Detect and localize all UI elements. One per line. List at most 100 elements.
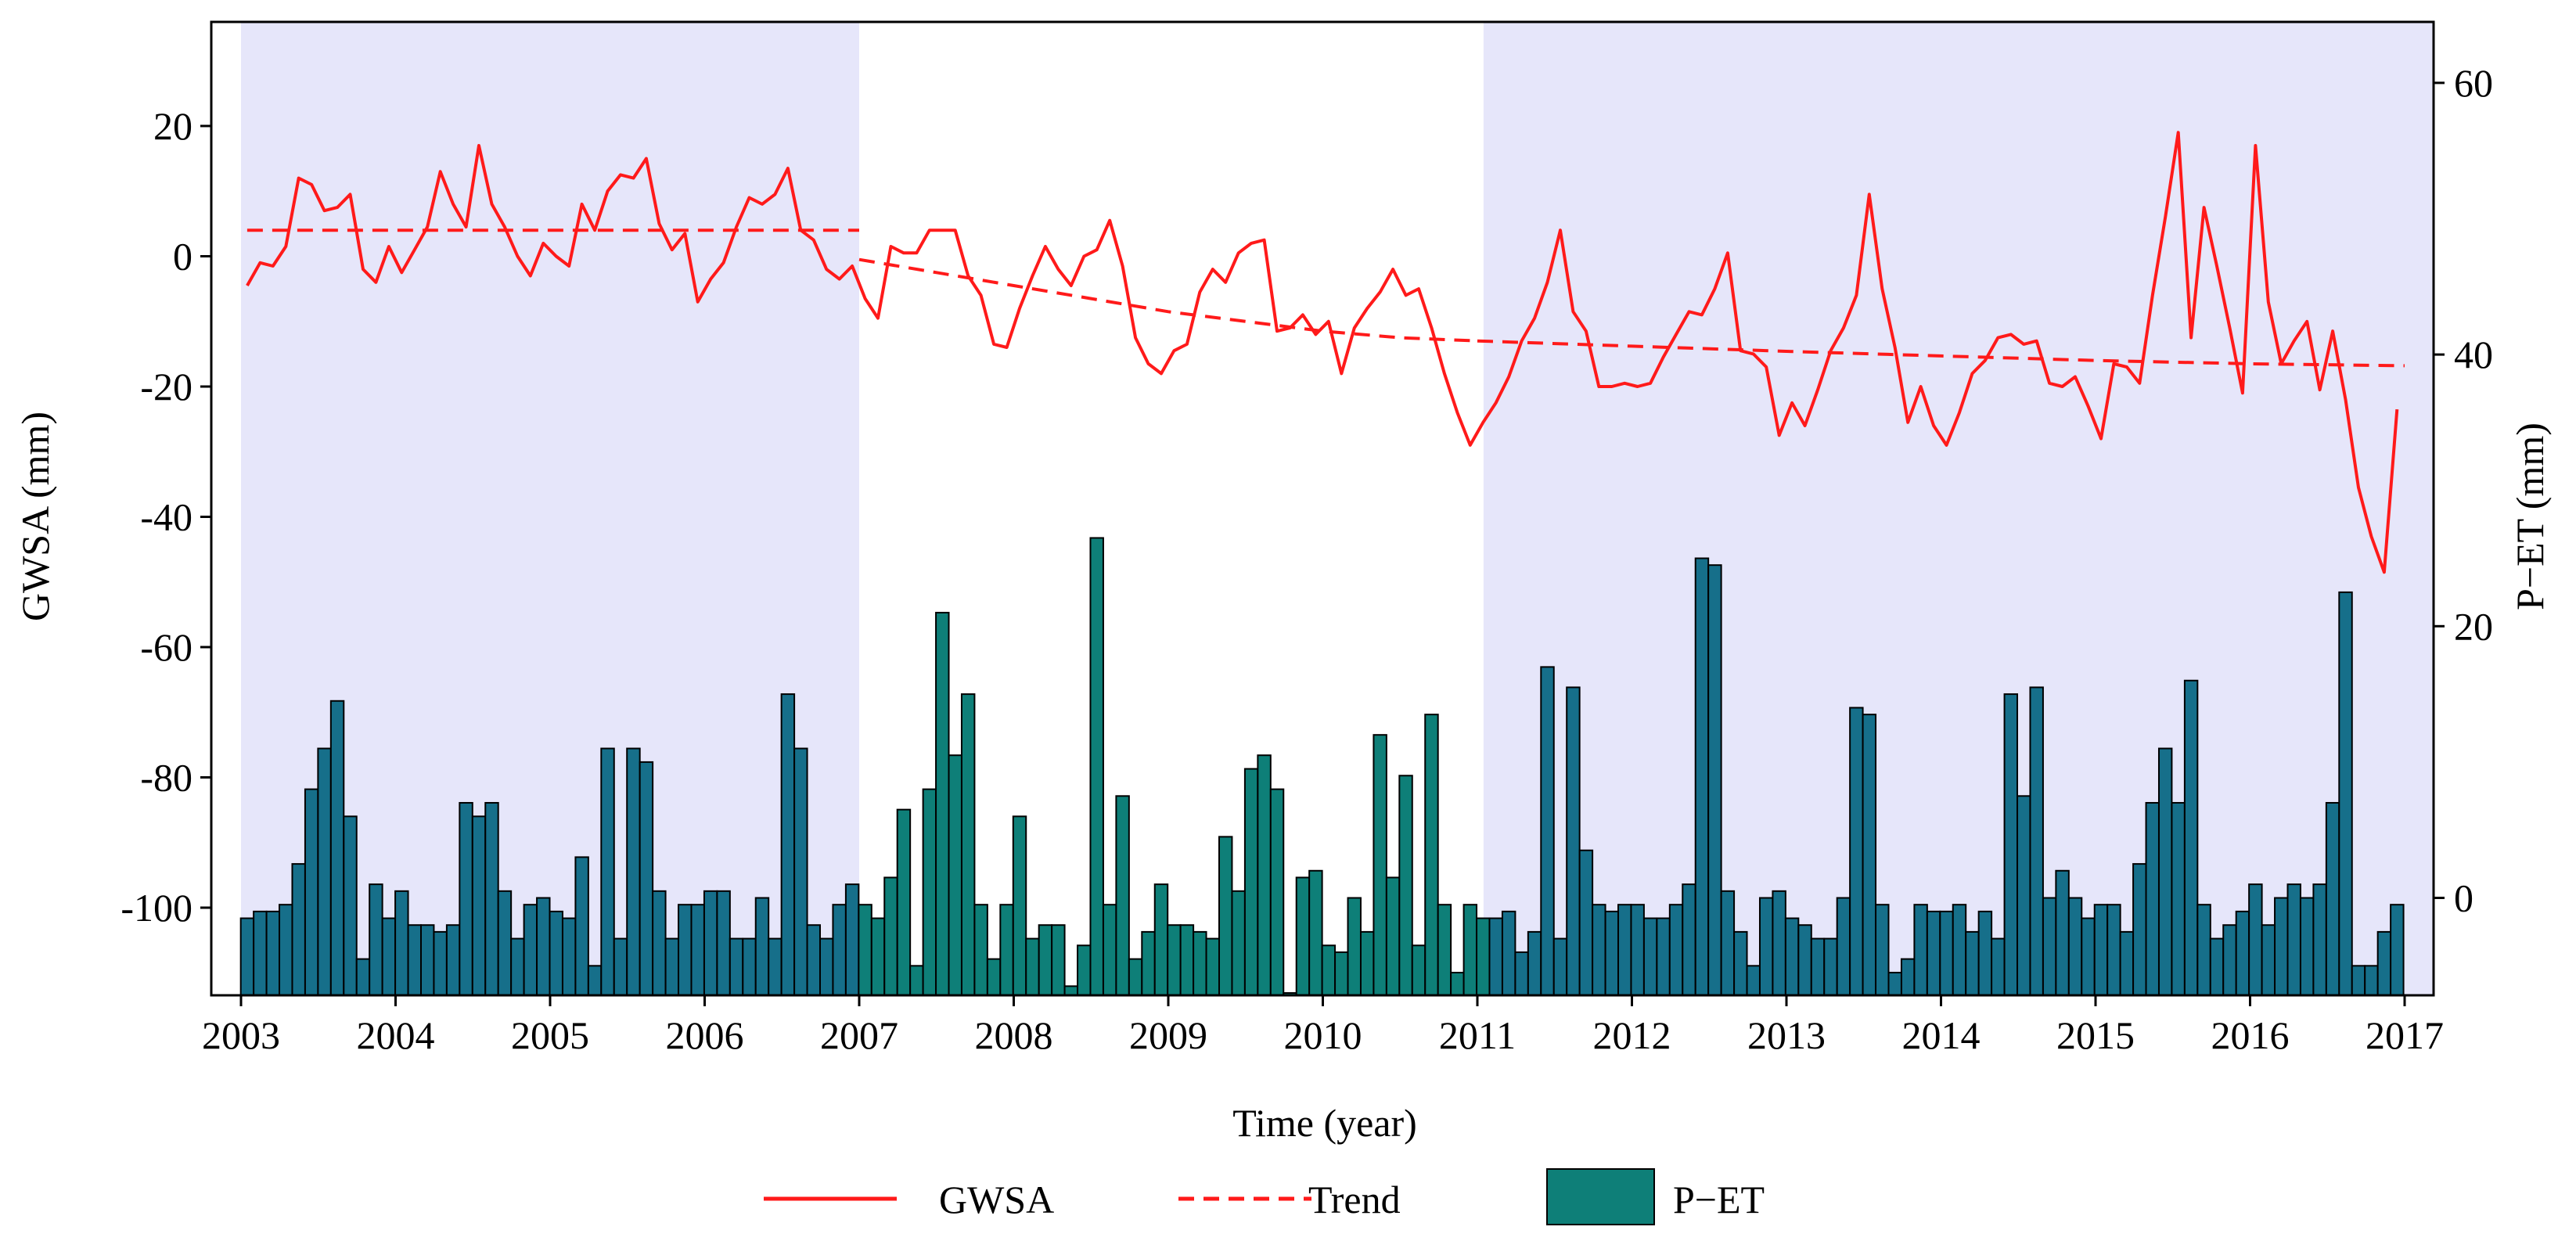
pet-bar [1862, 714, 1877, 996]
pet-bar [1746, 965, 1761, 997]
pet-bar [329, 700, 345, 997]
pet-bar [1592, 904, 1606, 997]
pet-bar [999, 904, 1014, 997]
pet-bar [2222, 924, 2237, 996]
x-tick-label: 2015 [2056, 1013, 2135, 1057]
pet-bar [858, 904, 872, 997]
pet-bar [253, 910, 268, 996]
pet-bar [355, 958, 371, 996]
pet-bar [1952, 904, 1967, 997]
pet-bar [1488, 917, 1503, 997]
pet-bar [1012, 815, 1027, 996]
pet-bar [1476, 917, 1491, 997]
pet-bar [973, 904, 988, 997]
pet-bar [742, 937, 757, 996]
pet-bar [1462, 904, 1478, 997]
pet-bar [793, 747, 808, 996]
pet-bar [1102, 904, 1117, 997]
legend: GWSA Trend P−ET [764, 1168, 1765, 1225]
pet-bar [1424, 714, 1439, 996]
x-tick-label: 2011 [1439, 1013, 1516, 1057]
pet-bar [1875, 904, 1890, 997]
pet-bar [896, 808, 912, 997]
pet-bar [1887, 971, 1902, 996]
pet-bar [1308, 869, 1323, 997]
shaded-period-2 [1483, 22, 2434, 995]
x-tick-label: 2014 [1902, 1013, 1981, 1057]
pet-bar [1630, 904, 1645, 997]
pet-bar [1566, 686, 1581, 996]
pet-bar [2376, 930, 2392, 997]
pet-bar [678, 904, 693, 997]
pet-bar [317, 747, 332, 996]
pet-bar [2017, 795, 2031, 996]
pet-bar [1153, 883, 1169, 997]
pet-bar [1141, 930, 1156, 997]
pet-bar [2196, 904, 2211, 997]
pet-bar [1758, 897, 1774, 996]
pet-bar [265, 910, 281, 996]
pet-bar [2145, 801, 2160, 996]
y-right-tick-label: 0 [2454, 876, 2473, 920]
pet-bar [1913, 904, 1928, 997]
y-right-tick-label: 40 [2454, 333, 2493, 376]
pet-bar [1784, 917, 1800, 997]
pet-bar [1179, 924, 1195, 996]
y-left-tick-label: -80 [140, 756, 192, 800]
pet-bar [2390, 904, 2405, 997]
pet-bar [1128, 958, 1143, 996]
pet-bar [703, 890, 718, 996]
pet-bar [1977, 910, 1993, 996]
pet-bar [2286, 883, 2301, 997]
pet-bar [2003, 693, 2019, 996]
pet-bar [445, 924, 461, 996]
pet-bar [2274, 897, 2289, 996]
pet-bar [1682, 883, 1696, 997]
pet-bar [304, 788, 319, 996]
pet-bar [1642, 917, 1658, 997]
y-left-tick-label: 0 [173, 235, 192, 279]
pet-bar [420, 924, 435, 996]
pet-bar [922, 788, 937, 996]
pet-bar [1373, 734, 1387, 996]
shaded-periods [241, 22, 2434, 995]
pet-bar [729, 937, 744, 996]
pet-bar [1089, 537, 1104, 996]
x-tick-label: 2009 [1129, 1013, 1207, 1057]
pet-bar [1656, 917, 1671, 997]
x-tick-label: 2013 [1747, 1013, 1826, 1057]
x-tick-label: 2004 [357, 1013, 435, 1057]
pet-bar [1077, 944, 1092, 997]
pet-bar [1991, 937, 2006, 996]
pet-bar [1193, 930, 1207, 997]
pet-bar [2209, 937, 2225, 996]
pet-bar [1295, 876, 1311, 996]
pet-bar [484, 801, 499, 996]
x-tick-label: 2012 [1593, 1013, 1671, 1057]
gwsa-line [246, 131, 2399, 574]
x-tick-label: 2003 [202, 1013, 280, 1057]
pet-bar [832, 904, 847, 997]
pet-bar [2261, 924, 2276, 996]
y-left-tick-label: -100 [121, 886, 192, 930]
pet-bar [2312, 883, 2327, 997]
pet-bar [780, 693, 796, 996]
pet-bar [1578, 849, 1594, 996]
pet-bar [510, 937, 525, 996]
pet-bar [2171, 801, 2186, 996]
pet-bar [2029, 686, 2044, 996]
x-tick-label: 2010 [1284, 1013, 1362, 1057]
pet-bar [1939, 910, 1954, 996]
pet-bar [536, 897, 551, 996]
pet-bar [1501, 910, 1516, 996]
pet-bar [2055, 869, 2070, 997]
pet-bar [935, 611, 950, 996]
pet-bar [549, 910, 563, 996]
pet-bar [1733, 930, 1748, 997]
pet-bar [844, 883, 860, 997]
pet-bar [291, 863, 306, 996]
y-left-tick-label: 20 [153, 104, 192, 148]
pet-bar [716, 890, 731, 996]
pet-bar [1540, 666, 1555, 996]
pet-bar [1025, 937, 1040, 996]
